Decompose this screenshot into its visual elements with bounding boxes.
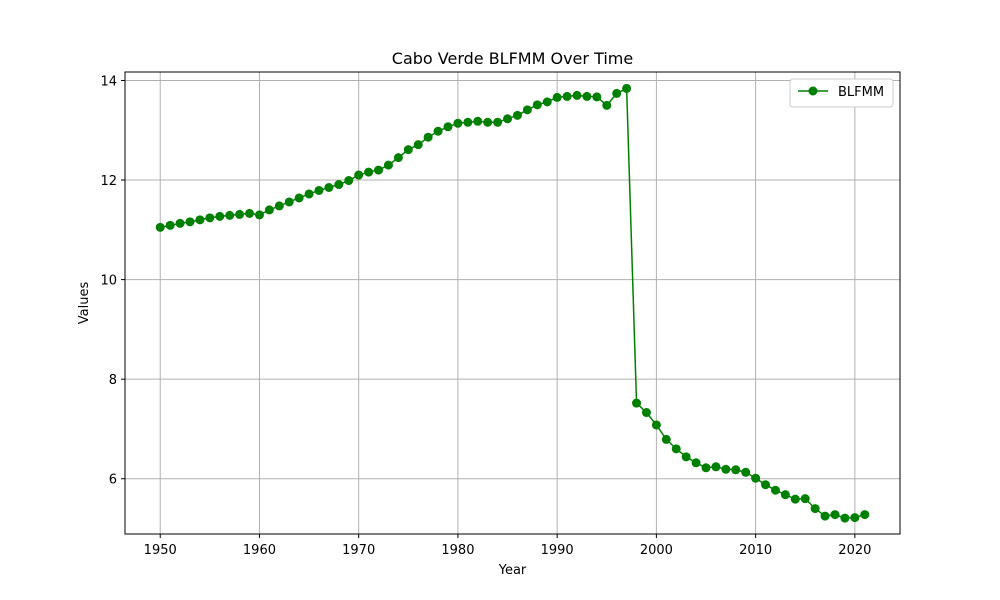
data-point [374, 165, 384, 175]
data-point [364, 167, 374, 177]
data-point [205, 213, 215, 223]
y-tick-label: 8 [109, 373, 117, 388]
legend-box [789, 78, 894, 108]
data-point [751, 473, 761, 483]
data-point [473, 116, 483, 126]
data-point [681, 452, 691, 462]
data-point [860, 510, 870, 520]
data-point [641, 408, 651, 418]
data-point [602, 100, 612, 110]
grid-lines [125, 72, 900, 534]
data-point [592, 92, 602, 102]
data-point [195, 215, 205, 225]
data-point [215, 211, 225, 221]
data-point [820, 511, 830, 521]
data-point [552, 92, 562, 102]
data-point [622, 83, 632, 93]
data-point [661, 434, 671, 444]
data-point [304, 189, 314, 199]
x-tick-label: 1960 [243, 543, 276, 558]
data-point [721, 464, 731, 474]
data-point [225, 210, 235, 220]
data-point [185, 217, 195, 227]
y-tick-label: 12 [100, 174, 117, 189]
data-point [850, 513, 860, 523]
data-point [274, 201, 284, 211]
data-point [443, 122, 453, 132]
data-point [741, 467, 751, 477]
x-tick-label: 1990 [541, 543, 574, 558]
data-point [522, 105, 532, 115]
y-tick-label: 10 [100, 274, 117, 289]
data-point [612, 88, 622, 98]
data-point [264, 205, 274, 215]
data-point [691, 458, 701, 468]
series-layer [155, 83, 870, 523]
data-point [433, 126, 443, 136]
data-point [701, 463, 711, 473]
legend: BLFMM [789, 78, 894, 108]
data-point [483, 117, 493, 127]
data-point [324, 183, 334, 192]
data-point [810, 504, 820, 514]
chart-title: Cabo Verde BLFMM Over Time [392, 49, 633, 68]
legend-marker-swatch [808, 86, 818, 96]
x-tick-label: 1950 [144, 543, 177, 558]
data-point [254, 210, 264, 220]
y-axis-label: Values [77, 282, 92, 325]
data-point [632, 398, 642, 408]
data-point [790, 494, 800, 504]
x-tick-label: 2010 [739, 543, 772, 558]
data-point [572, 90, 582, 100]
legend-label: BLFMM [838, 85, 884, 100]
data-point [770, 485, 780, 495]
data-point [284, 197, 294, 207]
data-point [344, 176, 354, 186]
y-tick-label: 6 [109, 473, 117, 488]
data-point [165, 220, 175, 230]
data-point [731, 465, 741, 475]
data-point [582, 91, 592, 101]
data-point [800, 494, 810, 504]
data-point [175, 218, 185, 228]
data-point [562, 91, 572, 101]
data-point [453, 118, 463, 128]
x-tick-label: 2020 [838, 543, 871, 558]
data-point [393, 153, 403, 163]
x-tick-label: 2000 [640, 543, 673, 558]
data-point [542, 97, 552, 107]
data-point [334, 180, 344, 190]
data-point [493, 117, 503, 127]
x-axis-label: Year [498, 563, 527, 578]
y-tick-label: 14 [100, 74, 117, 89]
data-point [840, 513, 850, 523]
data-point [354, 170, 364, 180]
data-point [294, 193, 304, 203]
data-point [711, 462, 721, 472]
data-point [314, 185, 324, 195]
data-point [651, 420, 661, 430]
data-point [463, 117, 473, 127]
data-point [245, 208, 255, 218]
series-line [160, 87, 865, 519]
data-point [155, 222, 165, 232]
data-point [383, 160, 393, 170]
data-point [503, 114, 513, 124]
data-point [830, 510, 840, 520]
data-point [512, 110, 522, 120]
x-axis-ticks: 1950 1960 1970 1980 1990 2000 2010 2020 [144, 534, 871, 558]
y-axis-ticks: 6 8 10 12 14 [100, 74, 125, 488]
data-point [532, 100, 542, 110]
data-point [780, 490, 790, 500]
data-point [413, 140, 423, 150]
data-point [761, 480, 771, 490]
x-tick-label: 1970 [342, 543, 375, 558]
data-point [235, 209, 245, 219]
data-point [671, 444, 681, 454]
data-point [423, 132, 433, 142]
data-point [403, 145, 413, 155]
x-tick-label: 1980 [441, 543, 474, 558]
plot-area-frame [124, 71, 901, 535]
